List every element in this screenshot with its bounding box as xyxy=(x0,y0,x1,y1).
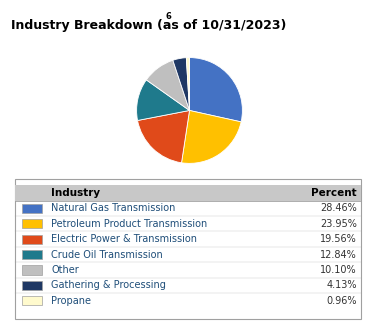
Text: Petroleum Product Transmission: Petroleum Product Transmission xyxy=(51,219,207,229)
Wedge shape xyxy=(136,80,190,120)
Wedge shape xyxy=(186,58,190,111)
Bar xyxy=(22,219,42,228)
Text: 19.56%: 19.56% xyxy=(320,234,357,244)
Text: Propane: Propane xyxy=(51,296,91,306)
Text: 28.46%: 28.46% xyxy=(320,203,357,214)
Text: Electric Power & Transmission: Electric Power & Transmission xyxy=(51,234,197,244)
Text: 10.10%: 10.10% xyxy=(320,265,357,275)
Text: 4.13%: 4.13% xyxy=(326,280,357,290)
Wedge shape xyxy=(138,111,190,163)
Text: Crude Oil Transmission: Crude Oil Transmission xyxy=(51,250,163,259)
Text: Other: Other xyxy=(51,265,79,275)
Text: Percent: Percent xyxy=(311,188,357,198)
Bar xyxy=(22,265,42,275)
Text: 6: 6 xyxy=(166,11,172,21)
Wedge shape xyxy=(146,60,190,111)
Bar xyxy=(22,296,42,305)
Bar xyxy=(22,204,42,213)
Text: 23.95%: 23.95% xyxy=(320,219,357,229)
Text: 12.84%: 12.84% xyxy=(320,250,357,259)
Bar xyxy=(22,281,42,290)
Bar xyxy=(22,250,42,259)
Wedge shape xyxy=(173,58,190,111)
Text: Gathering & Processing: Gathering & Processing xyxy=(51,280,166,290)
Bar xyxy=(15,185,360,201)
Bar xyxy=(22,235,42,244)
Wedge shape xyxy=(190,58,243,122)
Text: 0.96%: 0.96% xyxy=(326,296,357,306)
Wedge shape xyxy=(182,111,241,163)
Text: Industry Breakdown (as of 10/31/2023): Industry Breakdown (as of 10/31/2023) xyxy=(11,19,287,32)
Text: Industry: Industry xyxy=(51,188,100,198)
Text: Natural Gas Transmission: Natural Gas Transmission xyxy=(51,203,175,214)
